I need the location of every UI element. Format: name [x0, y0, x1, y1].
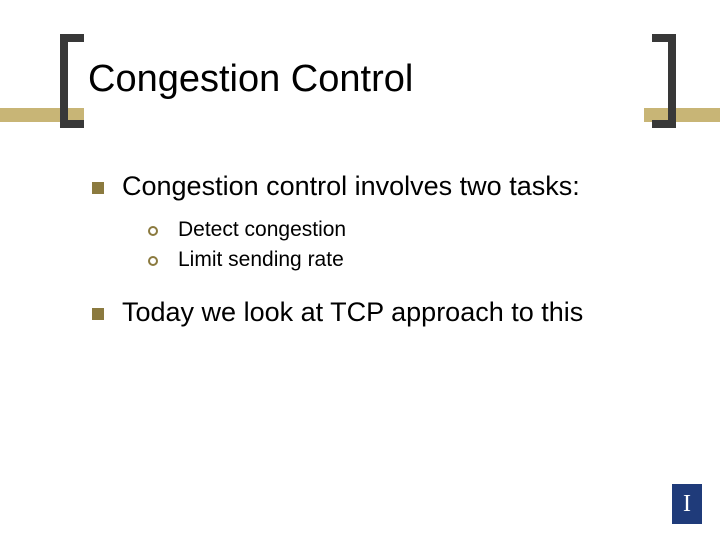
list-item-text: Today we look at TCP approach to this — [122, 296, 583, 330]
sub-list-item-text: Detect congestion — [178, 218, 346, 242]
circle-bullet-icon — [148, 226, 158, 236]
title-bracket-right — [652, 34, 676, 128]
logo-letter: I — [683, 491, 691, 518]
list-item: Today we look at TCP approach to this — [92, 296, 682, 330]
list-item: Congestion control involves two tasks: — [92, 170, 682, 204]
sub-list-item: Detect congestion — [148, 218, 682, 242]
square-bullet-icon — [92, 308, 104, 320]
sub-list-item-text: Limit sending rate — [178, 248, 344, 272]
title-mask — [84, 100, 644, 130]
title-bracket-left — [60, 34, 84, 128]
slide-title: Congestion Control — [88, 58, 413, 101]
illinois-logo: I — [672, 484, 702, 524]
list-item-text: Congestion control involves two tasks: — [122, 170, 580, 204]
sub-list-item: Limit sending rate — [148, 248, 682, 272]
square-bullet-icon — [92, 182, 104, 194]
sub-list: Detect congestion Limit sending rate — [148, 218, 682, 272]
slide-content: Congestion control involves two tasks: D… — [92, 170, 682, 344]
circle-bullet-icon — [148, 256, 158, 266]
